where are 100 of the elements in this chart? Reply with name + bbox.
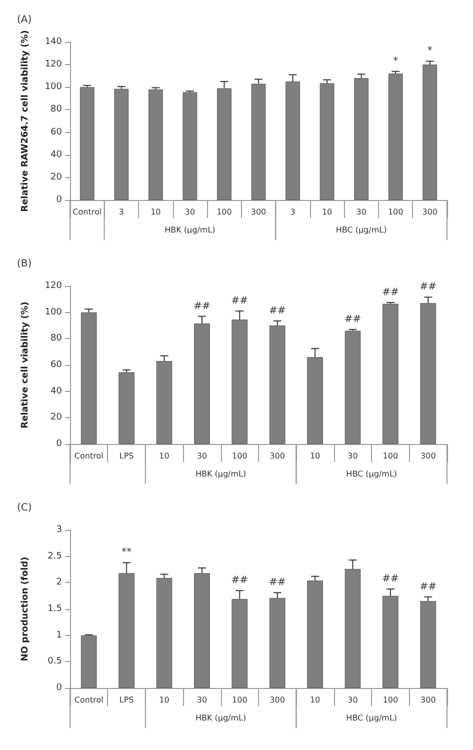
x-tick-label: 10 xyxy=(159,452,170,460)
x-tick-label: 30 xyxy=(196,452,208,460)
data-label: ## xyxy=(382,573,399,584)
y-axis-title: Relative cell viability (%) xyxy=(20,302,30,428)
bar xyxy=(420,601,436,688)
bar xyxy=(182,92,198,200)
y-tick-label: 120 xyxy=(44,281,62,291)
y-tick-label: 100 xyxy=(44,307,62,318)
x-tick-label: 300 xyxy=(422,208,438,216)
bar xyxy=(251,84,266,200)
x-tick-label: Control xyxy=(74,452,104,460)
y-tick-label: 60 xyxy=(50,127,62,138)
text: HBK (μg/mL) xyxy=(195,470,246,478)
data-label: ## xyxy=(194,300,210,312)
data-label: ## xyxy=(268,577,286,588)
x-tick-label: 300 xyxy=(270,696,285,704)
y-tick-label: 40 xyxy=(50,150,62,160)
y-tick-label: 80 xyxy=(50,104,62,115)
bar xyxy=(344,330,361,444)
text: HBK (μg/mL) xyxy=(164,226,216,234)
text: HBC (μg/mL) xyxy=(336,226,387,234)
x-tick-label: 30 xyxy=(356,208,366,216)
bar xyxy=(80,87,94,200)
text: HBC (μg/mL) xyxy=(346,714,398,722)
x-tick-label: 100 xyxy=(216,208,232,216)
text: HBC (μg/mL) xyxy=(346,470,398,478)
x-tick-label: 10 xyxy=(150,208,161,216)
text: HBK (μg/mL) xyxy=(195,714,246,722)
y-tick-label: 60 xyxy=(50,360,62,370)
y-tick-label: 120 xyxy=(44,60,62,70)
x-tick-label: 300 xyxy=(250,208,266,216)
bar xyxy=(118,573,134,688)
bar xyxy=(422,64,438,200)
data-label: * xyxy=(427,46,432,57)
y-tick-label: 2.5 xyxy=(48,551,62,562)
data-label: ## xyxy=(420,282,437,293)
y-tick-label: 20 xyxy=(50,172,62,182)
x-tick-label: 100 xyxy=(388,208,404,216)
bar xyxy=(194,324,210,444)
x-tick-label: 30 xyxy=(184,208,196,216)
x-tick-label: 100 xyxy=(232,696,248,704)
data-label: ## xyxy=(382,286,399,298)
bar xyxy=(286,82,300,200)
y-axis-title: Relative RAW264.7 cell viability (%) xyxy=(20,30,30,212)
x-tick-label: 30 xyxy=(348,452,358,460)
y-tick-label: 40 xyxy=(50,386,62,396)
bar xyxy=(217,88,232,200)
x-tick-label: 3 xyxy=(290,208,296,216)
bar xyxy=(148,89,163,200)
y-tick-label: 140 xyxy=(44,37,62,47)
y-tick-label: 1.5 xyxy=(48,604,62,614)
x-tick-label: LPS xyxy=(119,452,134,460)
x-tick-label: 30 xyxy=(196,696,208,704)
chart-title: (A) xyxy=(17,14,32,26)
x-tick-label: 10 xyxy=(310,452,320,460)
y-tick-label: 0 xyxy=(56,439,62,449)
y-tick-label: 0 xyxy=(56,683,62,693)
bar xyxy=(344,568,361,688)
bar xyxy=(388,74,403,200)
bar xyxy=(232,320,248,444)
data-label: ** xyxy=(122,547,132,558)
bar xyxy=(114,88,129,200)
bar xyxy=(194,573,210,688)
x-tick-label: 100 xyxy=(232,452,248,460)
x-tick-label: Control xyxy=(72,208,102,216)
x-tick-label: 300 xyxy=(420,452,436,460)
x-tick-label: 100 xyxy=(382,452,398,460)
bar xyxy=(307,357,323,444)
data-label: ## xyxy=(420,581,437,592)
x-tick-label: 10 xyxy=(159,696,170,704)
y-tick-label: 80 xyxy=(50,334,62,344)
y-tick-label: 0 xyxy=(56,195,62,205)
data-label: ## xyxy=(344,314,362,325)
y-tick-label: 2 xyxy=(56,578,62,588)
x-tick-label: 100 xyxy=(382,696,398,704)
bar xyxy=(269,326,286,444)
y-axis-title: NO production (fold) xyxy=(20,556,30,662)
bar xyxy=(354,78,369,200)
bar xyxy=(307,580,323,688)
y-tick-label: 100 xyxy=(44,82,62,92)
data-label: ## xyxy=(231,296,248,307)
x-tick-label: 300 xyxy=(270,452,285,460)
bar xyxy=(118,372,134,444)
data-label: ## xyxy=(268,305,286,316)
y-tick-label: 20 xyxy=(50,412,62,423)
y-tick-label: 0.5 xyxy=(48,656,62,667)
bar xyxy=(420,303,436,444)
x-tick-label: 3 xyxy=(118,208,124,216)
y-tick-label: 3 xyxy=(56,525,62,535)
bar xyxy=(320,83,334,200)
chart-title: (B) xyxy=(17,258,32,270)
x-tick-label: 30 xyxy=(348,696,358,704)
y-tick-label: 1 xyxy=(56,630,62,640)
data-label: ## xyxy=(231,575,248,586)
bar xyxy=(232,598,248,688)
bar xyxy=(382,596,398,688)
chart-title: (C) xyxy=(17,502,32,514)
data-label: * xyxy=(393,56,398,67)
bar xyxy=(80,635,97,688)
x-tick-label: 300 xyxy=(420,696,436,704)
